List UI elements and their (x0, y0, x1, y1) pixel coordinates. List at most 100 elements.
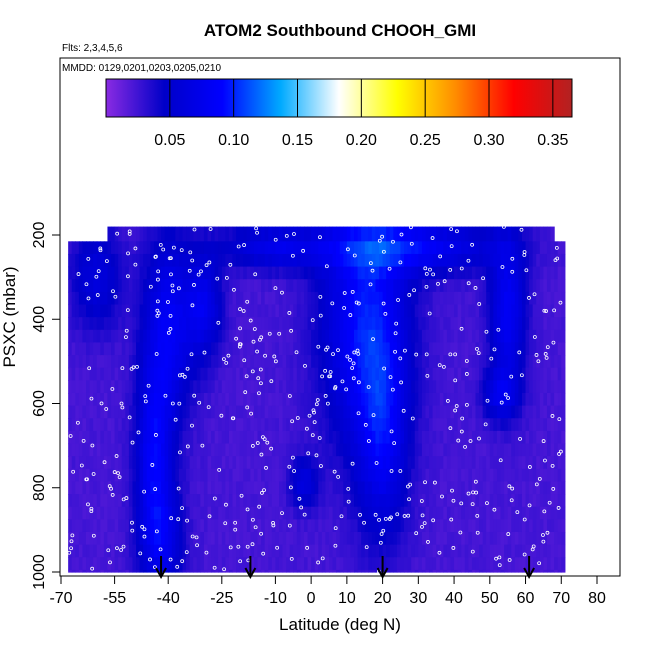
heatmap-cell (296, 468, 302, 483)
heatmap-cell (532, 456, 537, 470)
observation-point (207, 514, 212, 519)
heatmap-cell (221, 342, 226, 356)
heatmap-cell (400, 531, 405, 546)
heatmap-cell (532, 241, 537, 255)
heatmap-cell (443, 253, 448, 268)
heatmap-cell (93, 468, 98, 483)
heatmap-cell (139, 519, 144, 533)
heatmap-cell (218, 355, 223, 369)
heatmap-cell (78, 291, 84, 306)
heatmap-cell (404, 557, 409, 571)
observation-point (287, 464, 292, 469)
observation-point (307, 413, 312, 418)
heatmap-cell (468, 342, 473, 356)
heatmap-cell (153, 405, 159, 419)
heatmap-cell (489, 430, 494, 445)
heatmap-cell (325, 405, 330, 419)
heatmap-cell (96, 253, 101, 268)
heatmap-cell (132, 531, 137, 546)
heatmap-cell (221, 304, 226, 318)
heatmap-cell (543, 279, 548, 293)
heatmap-cell (121, 355, 126, 369)
heatmap-cells (68, 226, 566, 573)
heatmap-cell (186, 494, 191, 508)
heatmap-cell (561, 291, 566, 306)
heatmap-cell (96, 557, 101, 571)
observation-point (506, 532, 511, 536)
heatmap-cell (196, 531, 201, 546)
heatmap-cell (457, 380, 462, 394)
heatmap-cell (250, 342, 255, 356)
heatmap-cell (193, 304, 198, 318)
heatmap-cell (136, 304, 141, 318)
heatmap-cell (396, 481, 402, 495)
heatmap-cell (253, 329, 259, 344)
heatmap-cell (354, 430, 359, 445)
observation-point (492, 507, 497, 512)
heatmap-cell (93, 355, 98, 369)
heatmap-cell (271, 342, 276, 356)
heatmap-cell (211, 380, 216, 394)
heatmap-cell (339, 468, 344, 483)
heatmap-cell (475, 241, 480, 255)
heatmap-cell (536, 430, 541, 445)
heatmap-cell (439, 531, 444, 546)
heatmap-cell (561, 569, 566, 573)
heatmap-cell (246, 468, 251, 483)
heatmap-cell (175, 456, 180, 470)
observation-point (87, 366, 92, 371)
heatmap-cell (475, 266, 480, 280)
heatmap-cell (207, 279, 212, 293)
heatmap-cell (543, 456, 548, 470)
heatmap-cell (318, 304, 323, 318)
heatmap-cell (457, 544, 462, 558)
heatmap-cell (253, 367, 259, 381)
heatmap-cell (411, 253, 416, 268)
heatmap-cell (128, 355, 134, 369)
heatmap-cell (253, 317, 259, 331)
flight-arrow-head (244, 567, 257, 580)
heatmap-cell (118, 392, 123, 407)
heatmap-cell (468, 418, 473, 432)
heatmap-cell (121, 544, 126, 558)
observation-point (398, 356, 403, 361)
heatmap-cell (486, 506, 491, 520)
heatmap-cell (136, 241, 141, 255)
heatmap-cell (143, 569, 148, 573)
heatmap-cell (486, 380, 491, 394)
heatmap-cell (125, 304, 130, 318)
heatmap-cell (411, 291, 416, 306)
heatmap-cell (539, 481, 544, 495)
heatmap-cell (561, 342, 566, 356)
heatmap-cell (539, 418, 544, 432)
heatmap-cell (118, 329, 123, 344)
observation-point (325, 345, 330, 350)
heatmap-cell (500, 468, 505, 483)
heatmap-cell (450, 226, 455, 242)
heatmap-cell (186, 481, 191, 495)
heatmap-cell (218, 443, 223, 457)
heatmap-cell (100, 569, 105, 573)
heatmap-cell (171, 557, 176, 571)
observation-point (470, 502, 475, 507)
heatmap-cell (178, 494, 184, 508)
heatmap-cell (182, 266, 187, 280)
heatmap-cell (375, 544, 380, 558)
heatmap-cell (214, 481, 219, 495)
observation-point (496, 327, 501, 332)
heatmap-cell (111, 291, 116, 306)
heatmap-cell (475, 279, 480, 293)
heatmap-cell (461, 430, 466, 445)
heatmap-cell (200, 557, 205, 571)
heatmap-cell (471, 317, 477, 331)
heatmap-cell (139, 418, 144, 432)
heatmap-cell (471, 226, 477, 242)
heatmap-cell (479, 329, 484, 344)
heatmap-cell (300, 392, 305, 407)
heatmap-cell (93, 380, 98, 394)
heatmap-cell (96, 367, 101, 381)
heatmap-cell (182, 304, 187, 318)
heatmap-cell (418, 456, 423, 470)
heatmap-cell (554, 481, 559, 495)
observation-point (124, 328, 129, 333)
